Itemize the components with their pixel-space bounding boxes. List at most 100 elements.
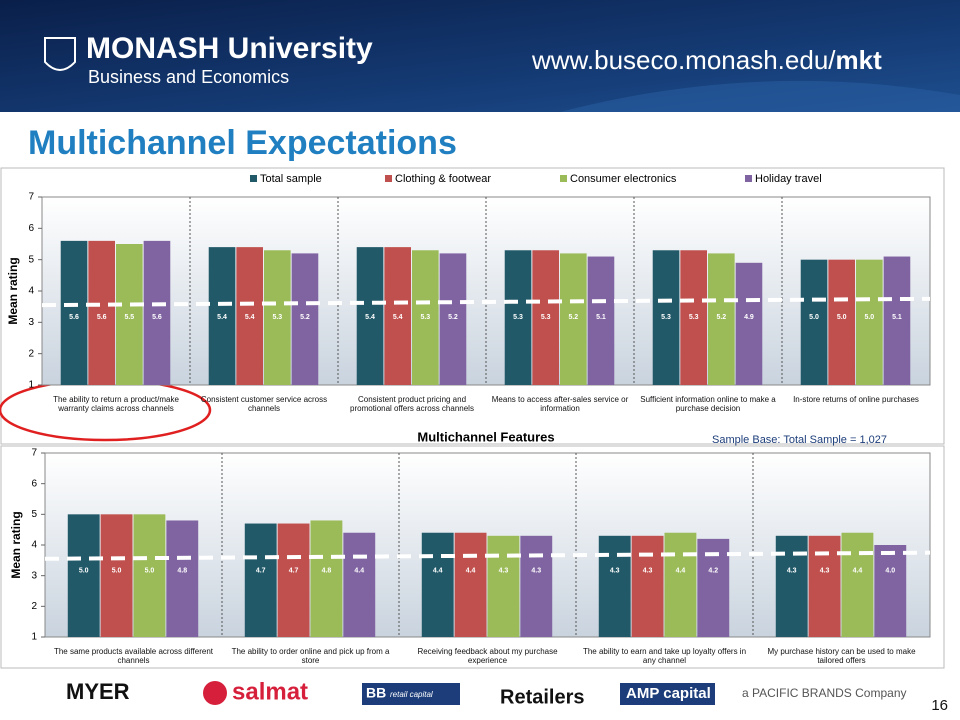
bar: [874, 545, 907, 637]
value-label: 4.4: [853, 568, 863, 575]
value-label: 4.8: [322, 568, 332, 575]
slide-title: Multichannel Expectations: [28, 124, 457, 162]
bar: [841, 532, 874, 637]
x-tick-label: Consistent customer service across chann…: [200, 395, 328, 413]
bar: [680, 250, 707, 385]
x-tick-label: Receiving feedback about my purchase exp…: [417, 647, 558, 665]
legend-label: Consumer electronics: [570, 173, 677, 185]
bar: [532, 250, 559, 385]
bar: [343, 532, 376, 637]
bar: [775, 535, 808, 637]
bar: [384, 247, 411, 385]
value-label: 4.3: [787, 568, 797, 575]
y-tick-label: 1: [31, 632, 37, 643]
value-label: 4.7: [289, 568, 299, 575]
url-text: www.buseco.monash.edu/: [531, 45, 836, 75]
value-label: 5.3: [272, 314, 282, 321]
legend-swatch: [250, 175, 257, 182]
bar: [264, 250, 291, 385]
bar: [800, 259, 828, 385]
value-label: 4.4: [676, 568, 686, 575]
value-label: 4.4: [433, 568, 443, 575]
bar: [116, 244, 143, 385]
value-label: 5.4: [217, 314, 227, 321]
value-label: 5.1: [892, 314, 902, 321]
bar: [520, 535, 553, 637]
value-label: 5.2: [716, 314, 726, 321]
x-tick-label: Sufficient information online to make a …: [640, 395, 776, 413]
logo-pacific: a PACIFIC BRANDS Company: [742, 686, 907, 700]
value-label: 4.3: [643, 568, 653, 575]
value-label: 4.3: [820, 568, 830, 575]
bar: [291, 253, 319, 385]
bar: [277, 523, 310, 637]
annotation: Sample Base: Total Sample = 1,027: [712, 434, 887, 446]
value-label: 5.0: [864, 314, 874, 321]
value-label: 5.2: [448, 314, 458, 321]
logo-salmat: salmat: [232, 678, 308, 705]
y-tick-label: 3: [28, 317, 34, 328]
bar: [88, 240, 115, 385]
value-label: 4.3: [499, 568, 509, 575]
y-axis-title: Mean rating: [6, 257, 20, 324]
value-label: 4.9: [744, 314, 754, 321]
bar: [598, 535, 631, 637]
value-label: 5.0: [79, 568, 89, 575]
bar: [421, 532, 454, 637]
legend-label: Clothing & footwear: [395, 173, 491, 185]
url-bold: mkt: [836, 45, 883, 75]
bar: [504, 250, 532, 385]
bar: [143, 240, 171, 385]
y-tick-label: 6: [31, 478, 37, 489]
bar: [631, 535, 664, 637]
bar: [60, 240, 88, 385]
value-label: 5.2: [300, 314, 310, 321]
x-tick-label: The ability to earn and take up loyalty …: [582, 647, 747, 665]
bar: [587, 256, 615, 385]
bar: [652, 250, 680, 385]
bar: [883, 256, 911, 385]
y-tick-label: 5: [28, 254, 34, 265]
legend-label: Holiday travel: [755, 173, 822, 185]
y-tick-label: 2: [28, 348, 34, 359]
bar: [454, 532, 487, 637]
logo-box: [620, 683, 715, 705]
value-label: 4.0: [885, 568, 895, 575]
value-label: 5.0: [145, 568, 155, 575]
url: www.buseco.monash.edu/mkt: [531, 45, 882, 75]
y-tick-label: 1: [28, 380, 34, 391]
value-label: 4.8: [177, 568, 187, 575]
bar: [356, 247, 384, 385]
value-label: 5.6: [69, 314, 79, 321]
y-tick-label: 7: [28, 192, 34, 203]
legend-swatch: [560, 175, 567, 182]
value-label: 4.4: [354, 568, 364, 575]
bar: [856, 259, 883, 385]
x-tick-label: Consistent product pricing and promotion…: [350, 395, 474, 413]
faculty: Business and Economics: [88, 67, 289, 87]
page-number: 16: [931, 697, 948, 714]
logo-bb: BB: [366, 685, 386, 701]
bar: [808, 535, 841, 637]
bar: [236, 247, 263, 385]
bar: [244, 523, 277, 637]
value-label: 4.3: [531, 568, 541, 575]
value-label: 5.3: [689, 314, 699, 321]
bar: [708, 253, 735, 385]
value-label: 5.0: [112, 568, 122, 575]
value-label: 5.6: [152, 314, 162, 321]
logo-amp: AMP capital: [626, 685, 711, 702]
bar: [208, 247, 236, 385]
y-tick-label: 4: [31, 540, 37, 551]
logo-myer: MYER: [66, 679, 130, 704]
value-label: 5.4: [393, 314, 403, 321]
x-tick-label: The ability to order online and pick up …: [231, 647, 390, 665]
value-label: 4.4: [466, 568, 476, 575]
bar: [439, 253, 467, 385]
value-label: 5.4: [365, 314, 375, 321]
value-label: 4.2: [708, 568, 718, 575]
bar: [664, 532, 697, 637]
value-label: 5.1: [596, 314, 606, 321]
